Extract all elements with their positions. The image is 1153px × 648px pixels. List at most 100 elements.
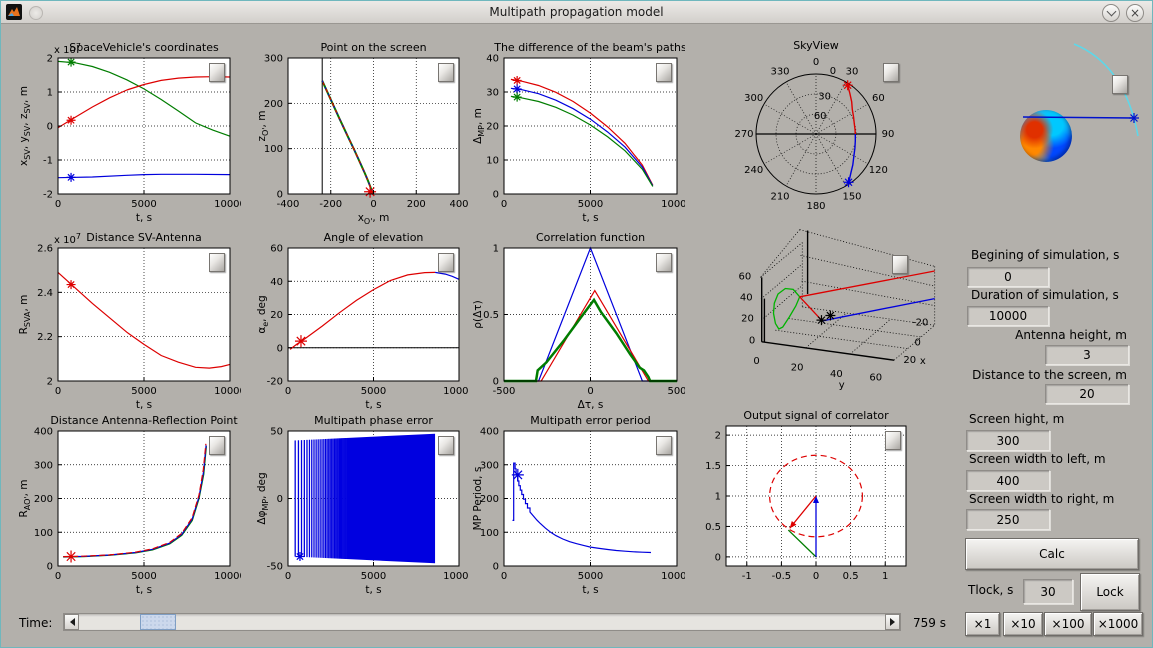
- sv-coordinates-series-0: [57, 60, 231, 137]
- svg-text:0: 0: [55, 386, 61, 397]
- svg-text:330: 330: [770, 67, 789, 78]
- plot-popup-button[interactable]: [885, 431, 901, 450]
- svg-text:0: 0: [753, 356, 759, 367]
- star-marker: [843, 177, 854, 188]
- star-marker: [511, 468, 524, 481]
- svg-text:30: 30: [818, 92, 831, 103]
- svg-text:Distance SV-Antenna: Distance SV-Antenna: [86, 231, 201, 244]
- window-title: Multipath propagation model: [489, 5, 664, 19]
- svg-text:20: 20: [270, 310, 283, 321]
- screen-left-field[interactable]: 400: [966, 470, 1050, 491]
- speed-x1000-button[interactable]: ×1000: [1093, 612, 1143, 636]
- time-slider[interactable]: [63, 613, 901, 631]
- screen-distance-field[interactable]: 20: [1045, 384, 1129, 404]
- speed-x100-button[interactable]: ×100: [1044, 612, 1092, 636]
- svg-text:0: 0: [914, 338, 920, 349]
- tlock-field[interactable]: 30: [1023, 579, 1073, 604]
- duration-field[interactable]: 10000: [967, 306, 1049, 326]
- skyview-track-0: [847, 85, 856, 135]
- star-marker: [512, 75, 522, 85]
- chart-distance-sv-antenna: 0 5000 10000 2 2.2 2.4 2.6 Distance SV-Antenna t…: [9, 227, 241, 409]
- svg-text:10000: 10000: [214, 571, 241, 582]
- svg-text:300: 300: [744, 93, 763, 104]
- star-marker: [65, 550, 78, 563]
- svg-text:-0.5: -0.5: [772, 571, 792, 582]
- field-label-screen-height: Screen hight, m: [969, 412, 1065, 426]
- svg-text:0: 0: [55, 199, 61, 210]
- plot-popup-button[interactable]: [656, 253, 672, 272]
- svg-text:20: 20: [741, 314, 754, 325]
- slider-thumb[interactable]: [140, 614, 176, 630]
- antenna-height-field[interactable]: 3: [1045, 345, 1129, 365]
- titlebar[interactable]: Multipath propagation model ×: [1, 1, 1152, 24]
- svg-text:20: 20: [791, 362, 804, 373]
- svg-text:270: 270: [734, 129, 753, 140]
- skyview-plot: 0 30 60 90 120 150 180 210 240 270 300 330 0 30 60 SkyV…: [734, 39, 894, 212]
- slider-right-arrow[interactable]: [885, 614, 900, 630]
- chart-sv-coordinates: 0 5000 10000 -2 -1 0 1 2 SpaceVehicle's coordina…: [9, 39, 241, 225]
- svg-text:40: 40: [486, 54, 499, 65]
- speed-x1-button[interactable]: ×1: [965, 612, 1000, 636]
- plot-popup-button[interactable]: [883, 63, 899, 82]
- svg-text:5000: 5000: [131, 386, 156, 397]
- svg-text:0: 0: [587, 386, 593, 397]
- slider-left-arrow[interactable]: [64, 614, 79, 630]
- field-label-screen-right: Screen width to right, m: [969, 492, 1115, 506]
- sv-coordinates-plot: 0 5000 10000 -2 -1 0 1 2 SpaceVehicle's coordina…: [18, 41, 241, 224]
- svg-text:-1: -1: [742, 571, 752, 582]
- plot-popup-button[interactable]: [209, 63, 225, 82]
- svg-text:1.5: 1.5: [705, 461, 721, 472]
- chart-correlator-output: -1 -0.5 0 0.5 1 0 0.5 1 1.5 2 Output signal of cor…: [701, 411, 916, 596]
- distance-sv-antenna-series-0: [57, 271, 231, 369]
- svg-text:-2: -2: [43, 190, 53, 201]
- plot-popup-button[interactable]: [209, 253, 225, 272]
- svg-text:100: 100: [264, 144, 283, 155]
- svg-text:0.5: 0.5: [705, 522, 721, 533]
- star-marker: [294, 335, 307, 348]
- lock-button[interactable]: Lock: [1080, 573, 1140, 611]
- svg-text:Point on the screen: Point on the screen: [320, 41, 426, 54]
- begin-of-simulation-field[interactable]: 0: [967, 267, 1049, 287]
- svg-text:0: 0: [370, 199, 376, 210]
- svg-text:y: y: [839, 380, 845, 391]
- star-marker: [66, 57, 76, 67]
- speed-x10-button[interactable]: ×10: [1003, 612, 1043, 636]
- calc-button[interactable]: Calc: [965, 538, 1139, 570]
- plot-popup-button[interactable]: [892, 255, 908, 274]
- svg-text:400: 400: [34, 427, 53, 438]
- titlebar-menu-button[interactable]: [29, 6, 43, 20]
- star-marker: [816, 315, 827, 326]
- svg-text:200: 200: [407, 199, 426, 210]
- star-marker: [295, 552, 305, 562]
- svg-text:10000: 10000: [661, 571, 685, 582]
- screen-right-field[interactable]: 250: [966, 509, 1050, 530]
- plot-popup-button[interactable]: [656, 63, 672, 82]
- star-marker: [66, 172, 76, 182]
- plot-popup-button[interactable]: [438, 63, 454, 82]
- svg-text:1: 1: [493, 244, 499, 255]
- plot-popup-button[interactable]: [1112, 75, 1128, 94]
- beam-paths-difference-series-1: [510, 87, 654, 187]
- plot-popup-button[interactable]: [209, 436, 225, 455]
- plot-popup-button[interactable]: [438, 253, 454, 272]
- svg-text:Distance Antenna-Reflection Po: Distance Antenna-Reflection Point: [50, 415, 238, 427]
- plot-popup-button[interactable]: [438, 436, 454, 455]
- skyview-track-1: [848, 134, 857, 182]
- close-button[interactable]: ×: [1126, 4, 1144, 22]
- svg-text:60: 60: [739, 271, 752, 282]
- svg-text:60: 60: [270, 244, 283, 255]
- svg-text:t, s: t, s: [136, 212, 152, 224]
- svg-text:40: 40: [740, 292, 753, 303]
- correlation-function-series-2: [504, 297, 677, 383]
- minimize-button[interactable]: [1102, 4, 1120, 22]
- svg-text:x 107: x 107: [54, 42, 81, 56]
- plot-popup-button[interactable]: [656, 436, 672, 455]
- svg-text:-20: -20: [267, 377, 283, 388]
- screen-height-field[interactable]: 300: [966, 430, 1050, 451]
- svg-text:40: 40: [830, 369, 843, 380]
